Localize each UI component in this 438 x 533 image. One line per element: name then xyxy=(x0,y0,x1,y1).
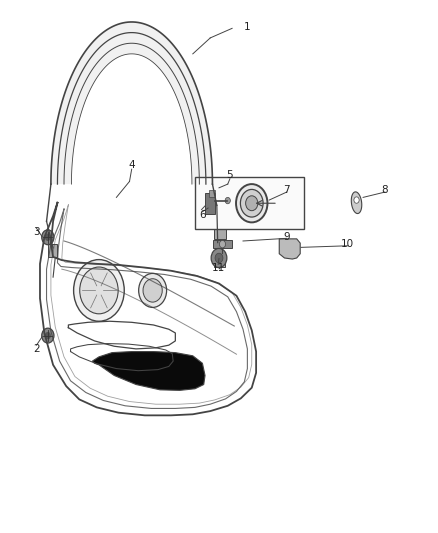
Circle shape xyxy=(215,253,223,263)
Text: 10: 10 xyxy=(341,239,354,249)
Circle shape xyxy=(74,260,124,321)
Circle shape xyxy=(80,267,118,314)
Circle shape xyxy=(246,196,258,211)
Text: 4: 4 xyxy=(128,160,135,171)
Bar xyxy=(195,177,304,229)
Polygon shape xyxy=(92,352,205,390)
Text: 8: 8 xyxy=(381,185,388,196)
Circle shape xyxy=(225,197,230,204)
Bar xyxy=(205,192,215,214)
Text: 9: 9 xyxy=(283,232,290,242)
Text: 7: 7 xyxy=(283,185,290,196)
Bar xyxy=(48,244,57,257)
Circle shape xyxy=(42,230,54,245)
Polygon shape xyxy=(351,192,362,214)
Circle shape xyxy=(42,328,54,343)
Circle shape xyxy=(240,189,263,217)
Bar xyxy=(214,253,225,266)
Circle shape xyxy=(219,240,226,248)
Polygon shape xyxy=(279,239,300,259)
Text: 3: 3 xyxy=(33,227,40,237)
Circle shape xyxy=(45,233,51,241)
Circle shape xyxy=(211,248,227,268)
Bar xyxy=(208,190,215,197)
Text: 6: 6 xyxy=(199,210,206,220)
Circle shape xyxy=(236,184,268,222)
Text: 2: 2 xyxy=(33,344,40,354)
Polygon shape xyxy=(51,22,212,184)
Circle shape xyxy=(45,332,51,340)
Text: 11: 11 xyxy=(212,263,225,273)
Circle shape xyxy=(143,279,162,302)
Circle shape xyxy=(354,197,359,203)
Bar xyxy=(213,240,232,248)
Text: 5: 5 xyxy=(226,170,233,180)
Bar xyxy=(214,223,226,239)
Text: 1: 1 xyxy=(244,22,251,33)
Circle shape xyxy=(139,273,166,308)
